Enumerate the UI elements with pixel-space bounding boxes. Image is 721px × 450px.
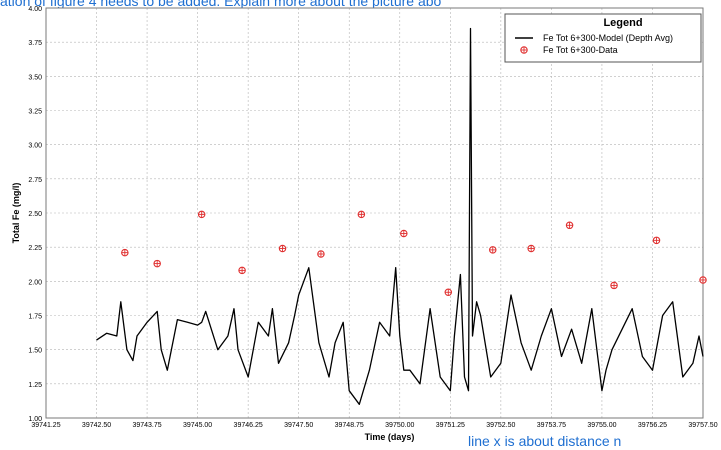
- x-tick-label: 39756.25: [638, 422, 667, 429]
- x-tick-label: 39748.75: [335, 422, 364, 429]
- y-tick-label: 3.50: [28, 74, 42, 81]
- x-tick-label: 39746.25: [234, 422, 263, 429]
- data-point: [527, 244, 535, 253]
- top-annotation: ation of figure 4 needs to be added. Exp…: [0, 0, 442, 8]
- data-point: [489, 246, 497, 254]
- series-line-model: [96, 27, 704, 405]
- x-tick-label: 39752.50: [486, 422, 515, 429]
- x-tick-label: 39750.00: [385, 422, 414, 429]
- legend-entry-data: Fe Tot 6+300-Data: [543, 45, 618, 55]
- x-axis-label: Time (days): [365, 432, 415, 442]
- y-tick-label: 1.50: [28, 348, 42, 355]
- x-tick-label: 39741.25: [31, 422, 60, 429]
- legend-box: [504, 13, 702, 63]
- legend-marker-swatch: [520, 46, 528, 54]
- y-tick-label: 1.00: [28, 416, 42, 423]
- y-tick-label: 3.75: [28, 40, 42, 47]
- x-tick-label: 39757.50: [688, 422, 717, 429]
- plot-frame: [45, 7, 704, 419]
- x-tick-label: 39745.00: [183, 422, 212, 429]
- y-tick-label: 3.00: [28, 143, 42, 150]
- x-tick-label: 39742.50: [82, 422, 111, 429]
- data-point: [565, 221, 574, 230]
- y-tick-label: 4.00: [28, 6, 42, 13]
- y-axis-label: Total Fe (mg/l): [11, 183, 21, 244]
- bottom-annotation: line x is about distance n: [468, 432, 721, 450]
- y-tick-label: 2.00: [28, 279, 42, 286]
- x-tick-label: 39743.75: [132, 422, 161, 429]
- data-point: [400, 229, 408, 238]
- data-point: [610, 281, 618, 290]
- x-tick-label: 39753.75: [537, 422, 566, 429]
- data-point: [444, 288, 453, 297]
- data-point: [197, 210, 206, 219]
- x-tick-label: 39747.50: [284, 422, 313, 429]
- x-tick-label: 39755.00: [587, 422, 616, 429]
- data-point: [699, 276, 707, 284]
- data-point: [238, 266, 246, 275]
- data-point: [357, 210, 366, 219]
- y-tick-label: 2.50: [28, 211, 42, 218]
- legend-entry-model: Fe Tot 6+300-Model (Depth Avg): [543, 33, 673, 43]
- grid: [45, 7, 704, 419]
- x-tick-label: 39751.25: [436, 422, 465, 429]
- data-point: [121, 248, 129, 257]
- y-tick-label: 2.25: [28, 245, 42, 252]
- data-point: [317, 250, 325, 258]
- legend-title: Legend: [603, 17, 642, 29]
- y-tick-label: 2.75: [28, 177, 42, 184]
- series: [96, 27, 707, 405]
- data-point: [153, 259, 161, 268]
- data-point: [278, 244, 287, 253]
- data-point: [652, 236, 661, 245]
- y-tick-label: 3.25: [28, 109, 42, 116]
- x-tick-labels: 39741.25 39742.50 39743.75 39745.00 39746.25…: [31, 422, 717, 429]
- y-tick-label: 1.75: [28, 314, 42, 321]
- y-tick-label: 1.25: [28, 382, 42, 389]
- legend: Legend Fe Tot 6+300-Model (Depth Avg) Fe…: [504, 13, 702, 63]
- y-tick-labels: 1.00 1.25 1.50 1.75 2.00 2.25 2.50 2.75 3.00 3.25…: [28, 6, 42, 423]
